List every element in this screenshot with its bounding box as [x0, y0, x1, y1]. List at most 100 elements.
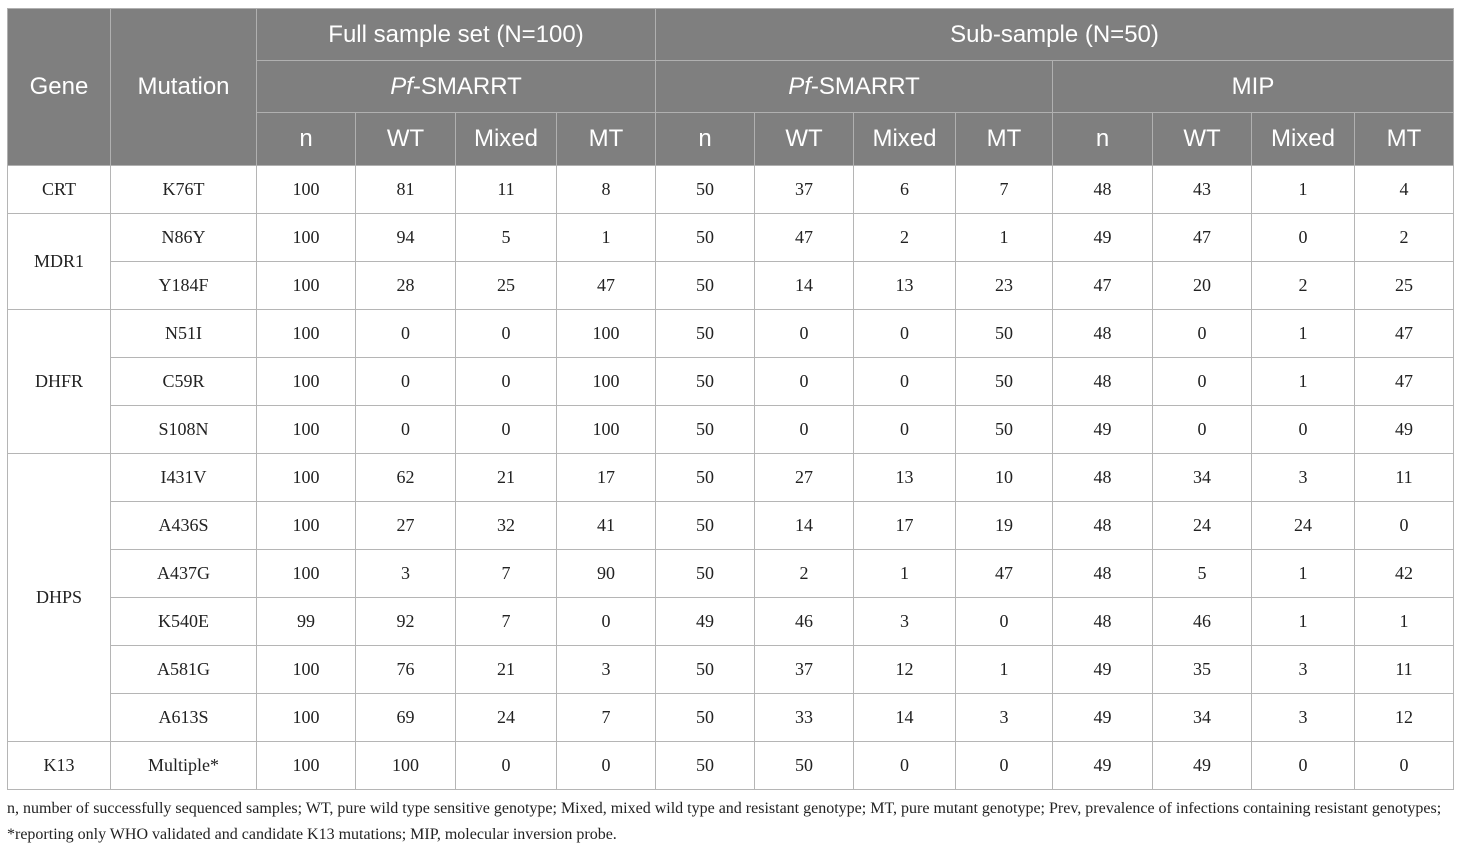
value-cell: 99 — [256, 597, 356, 646]
pf-suffix: -SMARRT — [810, 72, 920, 100]
column-header: Mixed — [1251, 112, 1355, 166]
mutation-cell: K76T — [110, 165, 257, 214]
table-row: CRT K76T 100 81 11 8 50 37 6 7 48 43 1 4 — [7, 165, 1455, 214]
value-cell: 1 — [1251, 357, 1355, 406]
value-cell: 0 — [556, 597, 656, 646]
gene-cell: DHFR — [7, 309, 111, 454]
mutation-cell: Y184F — [110, 261, 257, 310]
mutation-cell: N86Y — [110, 213, 257, 262]
value-cell: 0 — [853, 357, 956, 406]
value-cell: 50 — [655, 501, 755, 550]
value-cell: 0 — [556, 741, 656, 790]
value-cell: 50 — [655, 261, 755, 310]
mutation-cell: C59R — [110, 357, 257, 406]
value-cell: 12 — [853, 645, 956, 694]
value-cell: 14 — [754, 501, 854, 550]
value-cell: 50 — [655, 645, 755, 694]
value-cell: 7 — [556, 693, 656, 742]
value-cell: 34 — [1152, 453, 1252, 502]
value-cell: 13 — [853, 453, 956, 502]
value-cell: 4 — [1353, 165, 1455, 214]
value-cell: 0 — [853, 309, 956, 358]
value-cell: 24 — [1251, 501, 1355, 550]
value-cell: 32 — [455, 501, 557, 550]
value-cell: 1 — [955, 645, 1053, 694]
value-cell: 48 — [1052, 597, 1153, 646]
mutation-cell: A437G — [110, 549, 257, 598]
value-cell: 1 — [556, 213, 656, 262]
header-mip: MIP — [1051, 60, 1455, 113]
value-cell: 11 — [1353, 645, 1455, 694]
value-cell: 100 — [256, 357, 356, 406]
value-cell: 3 — [556, 645, 656, 694]
value-cell: 25 — [1353, 261, 1455, 310]
header-gene: Gene — [7, 8, 111, 166]
value-cell: 50 — [955, 357, 1053, 406]
value-cell: 3 — [1251, 693, 1355, 742]
value-cell: 3 — [955, 693, 1053, 742]
value-cell: 41 — [556, 501, 656, 550]
value-cell: 69 — [355, 693, 456, 742]
value-cell: 47 — [1152, 213, 1252, 262]
value-cell: 50 — [955, 309, 1053, 358]
mutation-cell: Multiple* — [110, 741, 257, 790]
value-cell: 27 — [355, 501, 456, 550]
value-cell: 50 — [655, 405, 755, 454]
value-cell: 0 — [1353, 501, 1455, 550]
value-cell: 100 — [256, 261, 356, 310]
value-cell: 14 — [754, 261, 854, 310]
value-cell: 49 — [1052, 693, 1153, 742]
value-cell: 19 — [955, 501, 1053, 550]
pf-prefix: Pf — [390, 72, 413, 100]
value-cell: 100 — [256, 549, 356, 598]
value-cell: 50 — [655, 693, 755, 742]
value-cell: 11 — [1353, 453, 1455, 502]
value-cell: 5 — [455, 213, 557, 262]
column-header: MT — [1353, 112, 1455, 166]
value-cell: 49 — [1052, 213, 1153, 262]
table-row: DHPS I431V 100 62 21 17 50 27 13 10 48 34 3 11 — [7, 453, 1455, 742]
value-cell: 37 — [754, 165, 854, 214]
value-cell: 0 — [1152, 357, 1252, 406]
value-cell: 2 — [853, 213, 956, 262]
value-cell: 1 — [1353, 597, 1455, 646]
value-cell: 24 — [455, 693, 557, 742]
value-cell: 49 — [1052, 645, 1153, 694]
table-row: K13 Multiple* 100 100 0 0 50 50 0 0 49 49 0 0 — [7, 741, 1455, 790]
value-cell: 0 — [455, 357, 557, 406]
column-header: WT — [754, 112, 854, 166]
value-cell: 27 — [754, 453, 854, 502]
value-cell: 50 — [655, 357, 755, 406]
table-row: A436S 100 27 32 41 50 14 17 19 48 24 24 0 — [8, 501, 1455, 550]
table-row: A581G 100 76 21 3 50 37 12 1 49 35 3 11 — [8, 645, 1455, 694]
value-cell: 1 — [1251, 597, 1355, 646]
table-row: MDR1 N86Y 100 94 5 1 50 47 2 1 49 47 0 2 — [7, 213, 1455, 310]
mutation-cell: K540E — [110, 597, 257, 646]
value-cell: 7 — [455, 549, 557, 598]
table-row: DHFR N51I 100 0 0 100 50 0 0 50 48 0 1 47 — [7, 309, 1455, 454]
header-pf-smarrt-sub: Pf-SMARRT — [655, 60, 1053, 113]
value-cell: 100 — [256, 405, 356, 454]
value-cell: 100 — [256, 309, 356, 358]
table-row: A437G 100 3 7 90 50 2 1 47 48 5 1 42 — [8, 549, 1455, 598]
mutation-cell: A436S — [110, 501, 257, 550]
value-cell: 21 — [455, 645, 557, 694]
value-cell: 62 — [355, 453, 456, 502]
value-cell: 49 — [1353, 405, 1455, 454]
value-cell: 47 — [955, 549, 1053, 598]
value-cell: 48 — [1052, 357, 1153, 406]
value-cell: 0 — [355, 405, 456, 454]
value-cell: 3 — [1251, 645, 1355, 694]
value-cell: 0 — [1251, 741, 1355, 790]
value-cell: 100 — [556, 357, 656, 406]
value-cell: 50 — [655, 165, 755, 214]
value-cell: 81 — [355, 165, 456, 214]
value-cell: 0 — [1251, 213, 1355, 262]
value-cell: 50 — [655, 213, 755, 262]
value-cell: 1 — [1251, 309, 1355, 358]
value-cell: 100 — [256, 213, 356, 262]
value-cell: 92 — [355, 597, 456, 646]
value-cell: 43 — [1152, 165, 1252, 214]
value-cell: 0 — [355, 357, 456, 406]
value-cell: 17 — [853, 501, 956, 550]
